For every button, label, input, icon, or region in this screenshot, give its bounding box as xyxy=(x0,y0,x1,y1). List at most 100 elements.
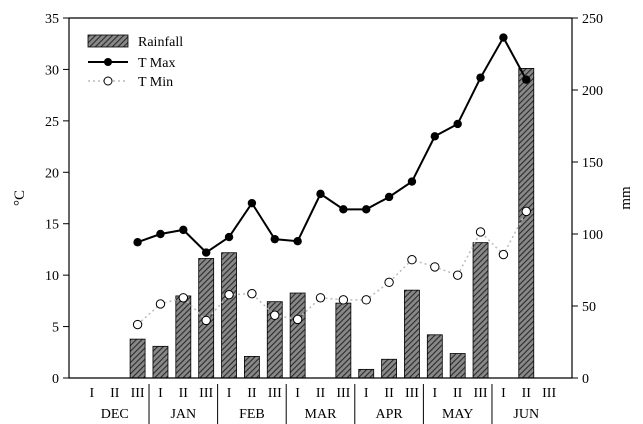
tmax-point xyxy=(362,205,371,214)
x-tick-label: I xyxy=(501,386,506,401)
tmin-line xyxy=(137,211,527,326)
month-label: MAR xyxy=(305,407,338,422)
legend-tmax-marker xyxy=(104,58,112,66)
legend-tmin-label: T Min xyxy=(138,75,173,90)
x-tick-label: I xyxy=(432,386,437,401)
rainfall-bar xyxy=(221,252,237,379)
legend-rainfall-label: Rainfall xyxy=(138,35,183,50)
x-tick-label: I xyxy=(295,386,300,401)
x-tick-label: III xyxy=(336,386,350,401)
left-tick-label: 30 xyxy=(45,63,59,78)
x-tick-label: II xyxy=(179,386,189,401)
left-tick-label: 25 xyxy=(45,115,59,130)
rainfall-bar xyxy=(381,358,397,379)
tmin-point xyxy=(224,289,234,300)
tmax-point xyxy=(133,238,142,247)
tmin-point xyxy=(270,310,280,320)
x-axis-ticks: I II III I II III I II III I II III I II III I II III I II I… xyxy=(90,386,557,401)
tmin-point xyxy=(498,249,509,260)
x-tick-label: III xyxy=(199,386,213,401)
legend-tmax-label: T Max xyxy=(138,56,175,71)
left-tick-label: 35 xyxy=(45,12,59,27)
tmin-point xyxy=(292,314,303,325)
tmax-point xyxy=(316,189,325,199)
right-tick-label: 100 xyxy=(582,228,603,243)
x-tick-label: III xyxy=(474,386,488,401)
tmin-point xyxy=(201,315,211,326)
tmax-point xyxy=(339,205,348,214)
rainfall-bar xyxy=(358,368,375,379)
right-tick-label: 250 xyxy=(582,12,603,27)
x-tick-label: I xyxy=(158,386,163,401)
x-tick-label: II xyxy=(110,386,120,401)
rainfall-bar xyxy=(175,295,192,379)
x-tick-label: I xyxy=(364,386,369,401)
left-tick-label: 5 xyxy=(52,321,59,336)
right-tick-label: 50 xyxy=(582,300,596,315)
tmin-point xyxy=(178,293,189,303)
rainfall-bar xyxy=(404,289,420,379)
month-label: APR xyxy=(375,407,403,422)
tmax-line xyxy=(137,35,528,254)
x-tick-label: I xyxy=(227,386,232,401)
tmax-point xyxy=(270,234,279,244)
tmin-point xyxy=(475,227,486,237)
tmax-point xyxy=(156,229,165,239)
left-axis-ticks: 0 5 10 15 20 25 30 35 xyxy=(45,12,69,387)
plot-axes xyxy=(68,17,573,379)
x-tick-label: I xyxy=(90,386,95,401)
y-axis-right-label: mm xyxy=(618,186,634,210)
right-tick-label: 0 xyxy=(582,372,589,387)
month-label: DEC xyxy=(101,407,129,422)
tmin-point xyxy=(452,270,463,280)
month-label: JAN xyxy=(170,407,196,422)
tmax-point xyxy=(453,119,462,129)
tmax-point xyxy=(179,225,188,235)
month-label: FEB xyxy=(239,407,265,422)
left-tick-label: 15 xyxy=(45,218,59,233)
legend-tmin-marker xyxy=(103,76,113,86)
legend-rainfall-swatch xyxy=(87,34,129,48)
tmax-point xyxy=(201,248,211,257)
rainfall-bar xyxy=(518,68,535,379)
tmax-point xyxy=(522,75,531,84)
left-tick-label: 0 xyxy=(52,372,59,387)
tmax-point xyxy=(430,132,440,141)
tmin-point xyxy=(384,277,394,288)
chart-legend: Rainfall T Max T Min xyxy=(87,34,183,90)
tmin-point xyxy=(430,262,440,272)
tmax-point xyxy=(293,237,302,246)
y-axis-left-label: °C xyxy=(12,190,28,206)
tmax-point xyxy=(407,177,417,186)
x-tick-label: III xyxy=(405,386,419,401)
tmax-point xyxy=(224,232,234,242)
rainfall-bar xyxy=(449,353,466,379)
x-tick-label: II xyxy=(247,386,257,401)
tmax-point xyxy=(499,33,508,42)
tmin-point xyxy=(407,255,417,265)
x-tick-label: III xyxy=(131,386,145,401)
tmax-point xyxy=(247,198,257,208)
tmin-point xyxy=(338,295,349,305)
right-tick-label: 150 xyxy=(582,156,603,171)
tmin-series xyxy=(132,206,531,330)
x-tick-label: II xyxy=(522,386,532,401)
tmin-point xyxy=(247,288,257,299)
x-tick-label: III xyxy=(542,386,556,401)
rainfall-bar xyxy=(129,338,146,379)
tmax-point xyxy=(384,192,394,202)
x-tick-label: II xyxy=(453,386,463,401)
tmin-point xyxy=(361,295,371,305)
rainfall-bar xyxy=(244,355,260,379)
rainfall-bar xyxy=(335,302,352,379)
x-tick-label: III xyxy=(268,386,282,401)
rainfall-bar xyxy=(152,345,169,379)
left-tick-label: 20 xyxy=(45,166,59,181)
rainfall-bar xyxy=(289,292,306,379)
rainfall-bar xyxy=(472,242,489,379)
month-label: MAY xyxy=(442,407,473,422)
left-tick-label: 10 xyxy=(45,269,59,284)
rainfall-bars xyxy=(129,68,535,379)
tmax-point xyxy=(476,73,485,82)
